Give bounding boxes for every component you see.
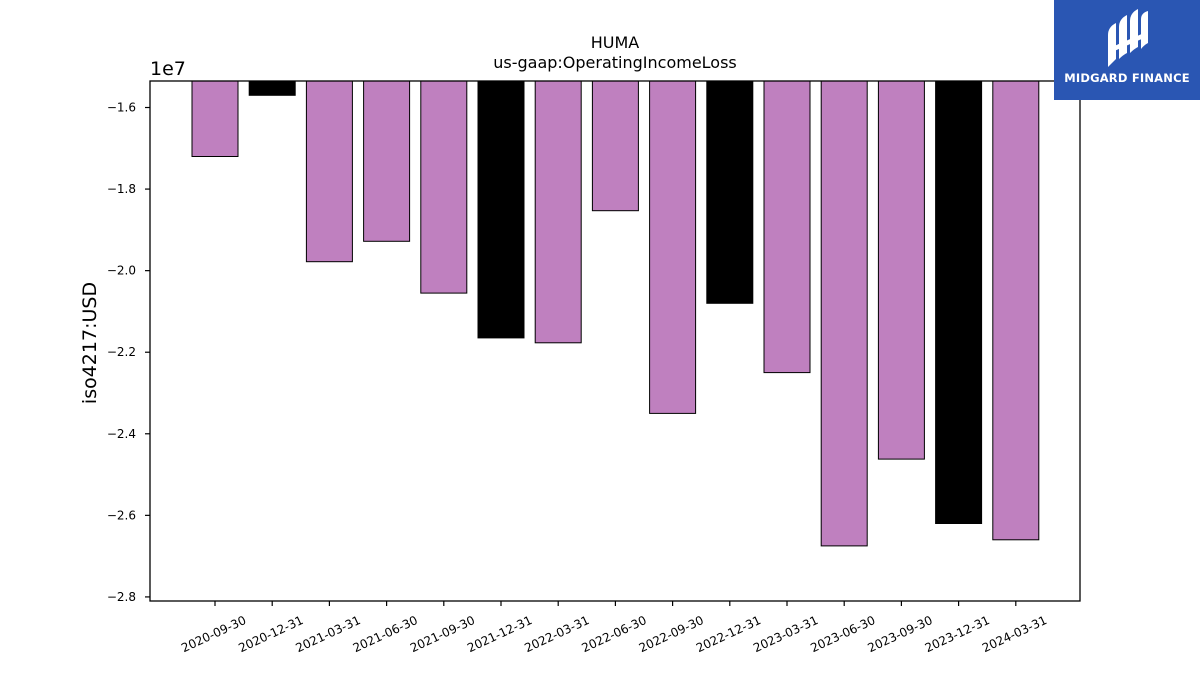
- x-tick-label: 2021-12-31: [465, 613, 534, 655]
- bar-2021-09-30: [420, 80, 468, 294]
- x-axis-ticks: 2020-09-302020-12-312021-03-312021-06-30…: [179, 601, 1049, 655]
- x-tick-label: 2023-03-31: [751, 613, 820, 655]
- bar-2021-06-30: [363, 80, 411, 242]
- y-tick-label: −2.0: [107, 264, 136, 278]
- x-tick-label: 2022-09-30: [637, 613, 706, 655]
- bar-2023-06-30: [820, 80, 868, 547]
- bar-2024-03-31: [992, 80, 1040, 541]
- bar-2023-12-31: [935, 80, 983, 524]
- chart-title: HUMA: [591, 33, 640, 52]
- midgard-logo-icon: [1108, 9, 1148, 67]
- bar-2023-09-30: [877, 80, 925, 460]
- x-tick-label: 2023-12-31: [923, 613, 992, 655]
- y-tick-label: −2.8: [107, 590, 136, 604]
- y-axis-ticks: −1.6 −1.8 −2.0 −2.2 −2.4 −2.6 −2.8: [107, 101, 150, 604]
- logo-text: MIDGARD FINANCE: [1064, 71, 1190, 85]
- bar-2020-12-31: [248, 80, 296, 96]
- x-tick-label: 2023-09-30: [866, 613, 935, 655]
- y-axis-label: iso4217:USD: [79, 282, 101, 404]
- bar-2022-06-30: [591, 80, 639, 212]
- x-tick-label: 2022-06-30: [580, 613, 649, 655]
- x-tick-label: 2022-03-31: [522, 613, 591, 655]
- midgard-finance-logo: MIDGARD FINANCE: [1054, 0, 1200, 100]
- bar-2021-03-31: [305, 80, 353, 263]
- x-tick-label: 2022-12-31: [694, 613, 763, 655]
- x-tick-label: 2020-09-30: [179, 613, 248, 655]
- y-tick-label: −2.2: [107, 345, 136, 359]
- x-tick-label: 2021-06-30: [351, 613, 420, 655]
- x-tick-label: 2021-09-30: [408, 613, 477, 655]
- bar-2022-12-31: [706, 80, 754, 304]
- y-tick-label: −1.8: [107, 182, 136, 196]
- x-tick-label: 2021-03-31: [294, 613, 363, 655]
- x-tick-label: 2023-06-30: [808, 613, 877, 655]
- bar-2023-03-31: [763, 80, 811, 374]
- bar-2021-12-31: [477, 80, 525, 339]
- y-tick-label: −2.4: [107, 427, 136, 441]
- bar-series: [191, 80, 1040, 547]
- bar-2020-09-30: [191, 80, 239, 157]
- y-axis-offset-label: 1e7: [150, 58, 186, 80]
- y-tick-label: −2.6: [107, 508, 136, 522]
- bar-2022-03-31: [534, 80, 582, 344]
- y-tick-label: −1.6: [107, 101, 136, 115]
- chart-subtitle: us-gaap:OperatingIncomeLoss: [493, 53, 737, 72]
- x-tick-label: 2020-12-31: [236, 613, 305, 655]
- plot-frame: [149, 80, 1081, 602]
- x-tick-label: 2024-03-31: [980, 613, 1049, 655]
- bar-2022-09-30: [649, 80, 697, 414]
